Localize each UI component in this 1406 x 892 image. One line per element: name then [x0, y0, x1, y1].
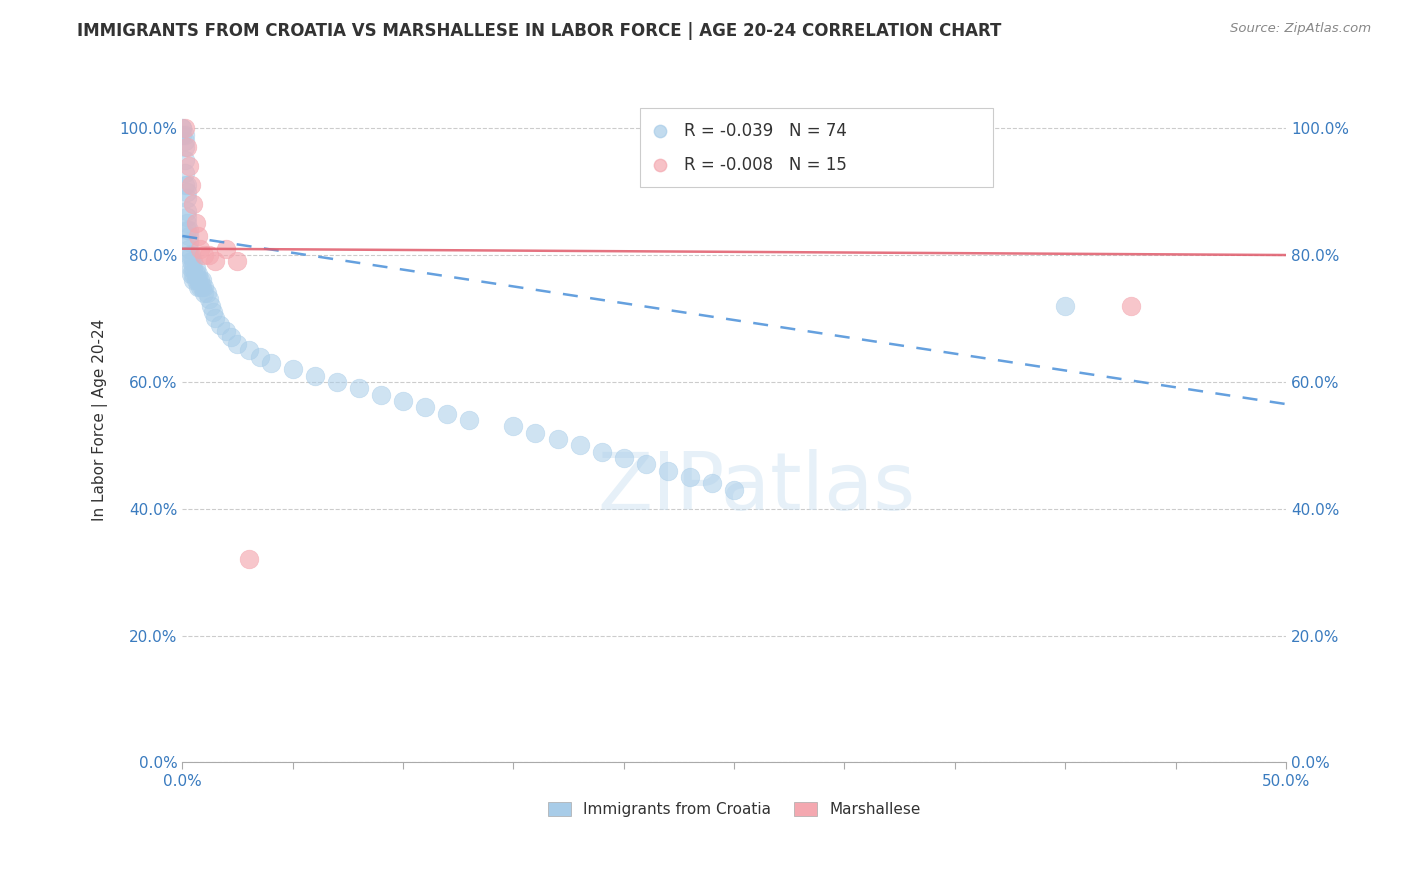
- Point: [173, 134, 195, 148]
- Text: R = -0.039   N = 74: R = -0.039 N = 74: [685, 122, 848, 140]
- Point: [392, 393, 415, 408]
- Point: [219, 330, 242, 344]
- Point: [197, 293, 219, 307]
- Point: [202, 305, 225, 319]
- Point: [184, 267, 207, 281]
- Point: [370, 387, 392, 401]
- Point: [657, 464, 679, 478]
- Point: [176, 178, 198, 193]
- Point: [172, 121, 194, 136]
- Point: [413, 401, 436, 415]
- Point: [180, 178, 202, 193]
- Point: [187, 273, 209, 287]
- Point: [188, 279, 211, 293]
- Point: [193, 286, 215, 301]
- Text: R = -0.008   N = 15: R = -0.008 N = 15: [685, 156, 848, 174]
- Point: [176, 140, 198, 154]
- Point: [177, 235, 200, 250]
- Point: [204, 311, 226, 326]
- Point: [173, 121, 195, 136]
- Y-axis label: In Labor Force | Age 20-24: In Labor Force | Age 20-24: [93, 318, 108, 521]
- Point: [188, 242, 211, 256]
- Point: [208, 318, 231, 332]
- Point: [238, 343, 260, 358]
- Point: [176, 203, 198, 218]
- Point: [215, 324, 238, 338]
- Point: [458, 413, 481, 427]
- Point: [700, 476, 723, 491]
- Point: [200, 299, 222, 313]
- Point: [259, 356, 281, 370]
- Point: [176, 185, 198, 199]
- Point: [183, 260, 205, 275]
- Point: [177, 242, 200, 256]
- Point: [180, 254, 202, 268]
- Point: [176, 222, 198, 236]
- Point: [502, 419, 524, 434]
- Point: [226, 254, 249, 268]
- Point: [187, 267, 209, 281]
- Point: [304, 368, 326, 383]
- FancyBboxPatch shape: [640, 108, 994, 187]
- Point: [1126, 202, 1149, 217]
- Point: [180, 248, 202, 262]
- Point: [215, 242, 238, 256]
- Legend: Immigrants from Croatia, Marshallese: Immigrants from Croatia, Marshallese: [541, 796, 927, 823]
- Point: [347, 381, 370, 395]
- Point: [172, 121, 194, 136]
- Point: [568, 438, 591, 452]
- Point: [281, 362, 304, 376]
- Point: [238, 552, 260, 566]
- Point: [180, 267, 202, 281]
- Point: [193, 248, 215, 262]
- Point: [195, 286, 218, 301]
- Point: [173, 178, 195, 193]
- Point: [188, 273, 211, 287]
- Point: [184, 273, 207, 287]
- Point: [187, 229, 209, 244]
- Point: [176, 210, 198, 224]
- Point: [226, 336, 249, 351]
- Point: [176, 191, 198, 205]
- Point: [197, 248, 219, 262]
- Point: [436, 407, 458, 421]
- Point: [1054, 299, 1077, 313]
- Point: [1126, 170, 1149, 185]
- Point: [547, 432, 569, 446]
- Point: [1121, 299, 1143, 313]
- Point: [723, 483, 745, 497]
- Point: [613, 450, 636, 465]
- Point: [180, 260, 202, 275]
- Point: [191, 279, 214, 293]
- Point: [177, 229, 200, 244]
- Text: ZIPatlas: ZIPatlas: [598, 450, 915, 527]
- Point: [183, 267, 205, 281]
- Text: Source: ZipAtlas.com: Source: ZipAtlas.com: [1230, 22, 1371, 36]
- Point: [173, 153, 195, 167]
- Point: [524, 425, 547, 440]
- Point: [177, 248, 200, 262]
- Point: [183, 273, 205, 287]
- Point: [191, 273, 214, 287]
- Point: [249, 350, 271, 364]
- Point: [184, 260, 207, 275]
- Point: [173, 165, 195, 179]
- Text: IMMIGRANTS FROM CROATIA VS MARSHALLESE IN LABOR FORCE | AGE 20-24 CORRELATION CH: IMMIGRANTS FROM CROATIA VS MARSHALLESE I…: [77, 22, 1001, 40]
- Point: [326, 375, 349, 389]
- Point: [176, 216, 198, 230]
- Point: [172, 128, 194, 142]
- Point: [204, 254, 226, 268]
- Point: [173, 128, 195, 142]
- Point: [184, 216, 207, 230]
- Point: [183, 197, 205, 211]
- Point: [183, 254, 205, 268]
- Point: [177, 222, 200, 236]
- Point: [634, 458, 657, 472]
- Point: [177, 159, 200, 173]
- Point: [193, 279, 215, 293]
- Point: [187, 279, 209, 293]
- Point: [173, 140, 195, 154]
- Point: [591, 444, 613, 458]
- Point: [679, 470, 702, 484]
